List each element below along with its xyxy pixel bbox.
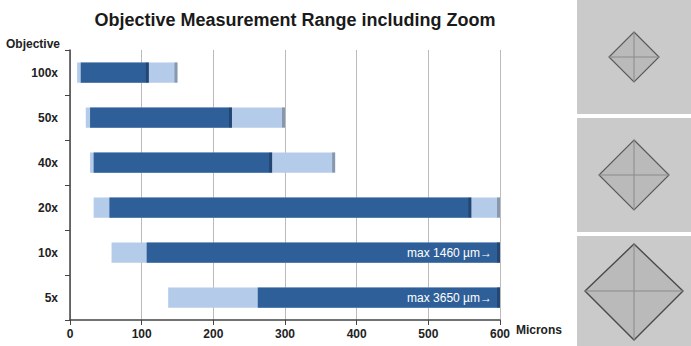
- svg-text:400: 400: [347, 327, 367, 341]
- svg-text:max 3650 µm→: max 3650 µm→: [407, 291, 492, 305]
- svg-text:600: 600: [490, 327, 510, 341]
- svg-text:Objective Measurement Range in: Objective Measurement Range including Zo…: [94, 10, 495, 30]
- svg-text:Objective: Objective: [6, 37, 60, 51]
- svg-text:0: 0: [67, 327, 74, 341]
- svg-text:100x: 100x: [31, 66, 58, 80]
- svg-text:20x: 20x: [38, 201, 58, 215]
- svg-text:200: 200: [203, 327, 223, 341]
- svg-text:max 1460 µm→: max 1460 µm→: [407, 246, 492, 260]
- svg-text:5x: 5x: [45, 291, 59, 305]
- svg-text:500: 500: [418, 327, 438, 341]
- svg-text:40x: 40x: [38, 156, 58, 170]
- svg-text:100: 100: [132, 327, 152, 341]
- svg-text:10x: 10x: [38, 246, 58, 260]
- svg-text:300: 300: [275, 327, 295, 341]
- svg-text:50x: 50x: [38, 111, 58, 125]
- svg-text:Microns: Microns: [516, 323, 562, 337]
